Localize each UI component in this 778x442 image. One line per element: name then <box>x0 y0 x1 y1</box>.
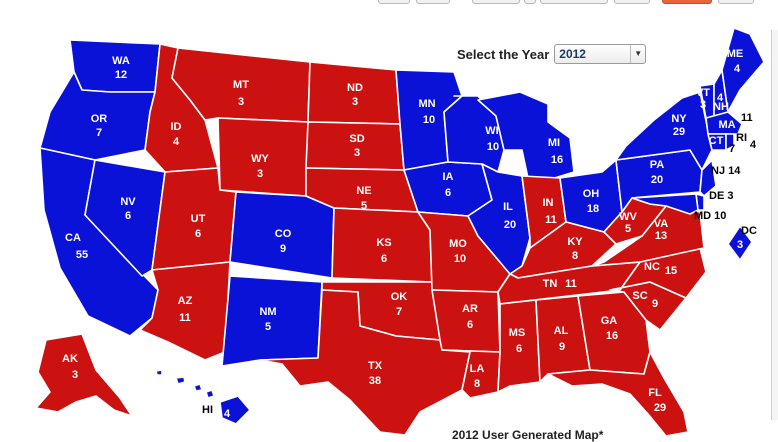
state-RI[interactable] <box>725 133 735 151</box>
label-HI-abbr: HI <box>202 404 213 416</box>
year-selector-group: Select the Year 2012 ▼ <box>457 44 647 64</box>
state-NV[interactable] <box>84 159 166 277</box>
toolbar-button[interactable] <box>718 0 754 4</box>
label-KY: KY 8 <box>567 236 583 262</box>
label-NY: NY 29 <box>671 113 687 138</box>
hawaii-islands <box>155 369 251 425</box>
state-HI-island[interactable] <box>175 376 186 385</box>
label-SC: 9 <box>652 298 658 310</box>
top-toolbar-strip <box>0 0 778 4</box>
map-caption: 2012 User Generated Map* <box>452 428 604 442</box>
label-SD: SD 3 <box>349 133 364 159</box>
state-HI-island[interactable] <box>205 389 215 399</box>
label-MA-abbr: MA <box>718 119 735 131</box>
label-IL: IL 20 <box>503 201 516 231</box>
toolbar-button[interactable] <box>378 0 410 4</box>
state-MD[interactable] <box>631 193 699 215</box>
label-RI-abbr: RI <box>736 132 747 144</box>
label-IN: IN 11 <box>543 197 557 226</box>
toolbar-button[interactable] <box>540 0 608 4</box>
label-VT: VT 3 <box>696 87 710 111</box>
state-HI-island[interactable] <box>193 383 203 392</box>
label-ND: ND 3 <box>347 82 363 108</box>
state-MA[interactable] <box>705 111 743 135</box>
state-HI[interactable] <box>219 395 251 425</box>
label-WA: WA 12 <box>112 55 130 81</box>
label-ID: ID 4 <box>171 121 182 148</box>
state-NM[interactable] <box>221 275 323 367</box>
year-dropdown-value: 2012 <box>559 47 586 61</box>
state-SD[interactable] <box>305 121 405 171</box>
label-MI: MI 16 <box>548 137 563 166</box>
label-DC-abbr: DC <box>741 225 757 237</box>
label-CT-abbr: CT <box>709 135 724 147</box>
label-HI-val: 4 <box>224 408 231 420</box>
label-NH-val: 4 <box>717 92 724 104</box>
label-TX: TX 38 <box>368 360 383 387</box>
label-OR: OR 7 <box>91 113 108 139</box>
label-TN: 11 <box>565 278 577 290</box>
state-MI[interactable] <box>477 91 575 181</box>
state-AZ[interactable] <box>139 261 231 361</box>
label-GA: GA 16 <box>601 315 618 342</box>
state-AK[interactable] <box>35 333 133 417</box>
label-OK: OK 7 <box>391 291 408 318</box>
label-WY: WY 3 <box>251 153 269 180</box>
year-label: Select the Year <box>457 46 550 62</box>
label-VA: VA 13 <box>654 218 669 242</box>
label-NE: NE 5 <box>356 185 371 212</box>
label-NH-abbr: NH <box>713 101 729 113</box>
label-MA-val: 11 <box>741 112 753 124</box>
label-MO: MO 10 <box>449 238 467 265</box>
label-TN-abbr: TN <box>543 278 558 290</box>
toolbar-button[interactable] <box>472 0 520 4</box>
label-MD: MD 10 <box>694 210 726 222</box>
state-FL[interactable] <box>547 351 689 437</box>
label-CT-val: 7 <box>729 143 735 155</box>
label-AK: AK 3 <box>62 353 78 381</box>
label-DC-val: 3 <box>737 239 743 251</box>
label-RI-val: 4 <box>750 139 757 151</box>
toolbar-button[interactable] <box>614 0 650 4</box>
label-MS: MS 6 <box>509 327 526 355</box>
label-IA: IA 6 <box>443 171 454 199</box>
label-CA: CA 55 <box>65 232 88 261</box>
toolbar-accent-button[interactable] <box>662 0 712 4</box>
label-NC-abbr: NC <box>644 261 660 273</box>
state-HI-island[interactable] <box>155 369 163 376</box>
state-NJ[interactable] <box>699 159 717 197</box>
label-WV: WV 5 <box>619 211 637 235</box>
label-PA: PA 20 <box>650 159 665 186</box>
label-MN: MN 10 <box>418 98 435 126</box>
label-AZ: AZ 11 <box>178 295 193 324</box>
toolbar-button[interactable] <box>416 0 450 4</box>
label-FL: FL 29 <box>648 387 666 414</box>
label-AR: AR 6 <box>462 303 478 331</box>
state-labels: WA 12 OR 7 CA 55 NV 6 ID 4 MT 3 WY 3 UT 6 AZ 11 C… <box>62 48 757 420</box>
label-KS: KS 6 <box>376 237 391 265</box>
label-LA: LA 8 <box>470 363 485 390</box>
scrollbar-edge[interactable] <box>771 30 778 420</box>
label-OH: OH 18 <box>583 188 600 215</box>
label-NV: NV 6 <box>120 196 136 222</box>
label-CO: CO 9 <box>275 228 292 255</box>
label-AL: AL 9 <box>554 325 569 353</box>
label-ME: ME 4 <box>727 48 744 75</box>
state-ME[interactable] <box>721 27 765 113</box>
label-UT: UT 6 <box>191 213 206 240</box>
label-WI: WI 10 <box>485 125 499 153</box>
label-NJ: NJ 14 <box>711 165 741 177</box>
label-NC: 15 <box>665 265 677 277</box>
label-SC-abbr: SC <box>632 290 647 302</box>
label-MT: MT 3 <box>233 79 249 108</box>
chevron-down-icon[interactable]: ▼ <box>630 45 645 63</box>
label-NM: NM 5 <box>259 306 276 333</box>
state-TX[interactable] <box>259 289 471 436</box>
toolbar-button[interactable] <box>524 0 536 4</box>
label-DE: DE 3 <box>709 190 733 202</box>
state-DC[interactable] <box>727 225 753 261</box>
year-dropdown[interactable]: 2012 ▼ <box>554 44 647 64</box>
